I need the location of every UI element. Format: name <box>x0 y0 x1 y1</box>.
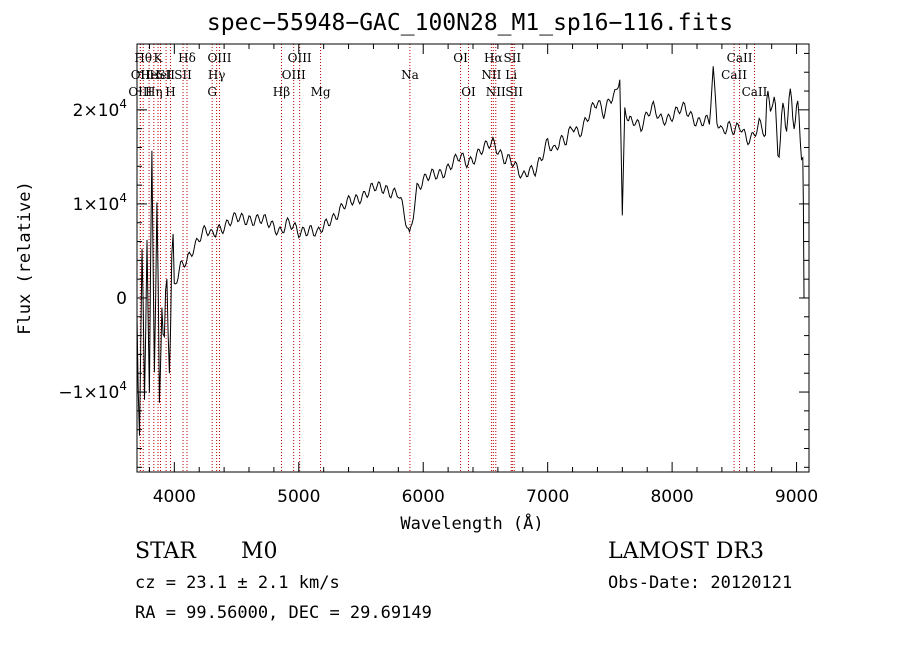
line-label-28: CaII <box>727 51 753 65</box>
line-label-5: K <box>154 51 164 65</box>
line-label-19: OI <box>453 51 468 65</box>
line-label-10: Hδ <box>178 51 196 65</box>
obs-date: Obs-Date: 20120121 <box>608 573 793 593</box>
line-label-3: He <box>140 68 158 82</box>
line-label-23: NII <box>486 85 506 99</box>
line-label-27: CaII <box>721 68 747 82</box>
subclass: M0 <box>241 539 278 564</box>
x-tick-label-4: 8000 <box>650 487 693 507</box>
coordinates: RA = 99.56000, DEC = 29.69149 <box>135 603 432 623</box>
y-tick-label-1: 0 <box>116 289 127 309</box>
x-tick-label-2: 6000 <box>402 487 445 507</box>
line-label-12: Hγ <box>208 68 226 82</box>
line-label-7: SII <box>157 68 175 82</box>
x-tick-label-5: 9000 <box>775 487 818 507</box>
y-tick-label-3: 2×104 <box>73 97 127 121</box>
line-label-29: CaII <box>742 85 768 99</box>
y-axis-label: Flux (relative) <box>15 181 35 335</box>
line-label-13: OIII <box>207 51 231 65</box>
line-label-15: OIII <box>282 68 306 82</box>
chart-title: spec−55948−GAC_100N28_M1_sp16−116.fits <box>206 10 734 36</box>
line-label-22: Hα <box>484 51 503 65</box>
line-label-24: Li <box>505 68 517 82</box>
plot-frame <box>136 43 810 473</box>
object-class: STAR <box>135 539 196 564</box>
x-tick-label-1: 5000 <box>277 487 320 507</box>
line-label-17: Mg <box>311 85 331 99</box>
redshift-readout: cz = 23.1 ± 2.1 km/s <box>135 573 340 593</box>
line-label-8: H <box>165 85 175 99</box>
x-tick-label-3: 7000 <box>526 487 569 507</box>
line-label-0: Hθ <box>134 51 152 65</box>
survey-label: LAMOST DR3 <box>608 539 764 564</box>
line-label-16: OIII <box>288 51 312 65</box>
line-label-20: OI <box>461 85 476 99</box>
line-label-25: SII <box>503 51 521 65</box>
line-label-21: NII <box>481 68 501 82</box>
x-tick-label-0: 4000 <box>153 487 196 507</box>
line-label-9: SII <box>174 68 192 82</box>
line-label-14: Hβ <box>273 85 290 99</box>
spectrum-series-0 <box>136 66 805 436</box>
x-axis-label: Wavelength (Å) <box>400 512 543 534</box>
line-label-18: Na <box>401 68 419 82</box>
line-label-1: OII <box>131 68 151 82</box>
y-tick-label-0: −1×104 <box>58 379 127 403</box>
y-tick-label-2: 1×104 <box>73 191 127 215</box>
line-label-26: SII <box>505 85 523 99</box>
line-label-2: OIII <box>128 85 152 99</box>
line-label-4: Hη <box>145 85 163 99</box>
line-label-6: HeI <box>149 68 172 82</box>
line-label-11: G <box>207 85 217 99</box>
